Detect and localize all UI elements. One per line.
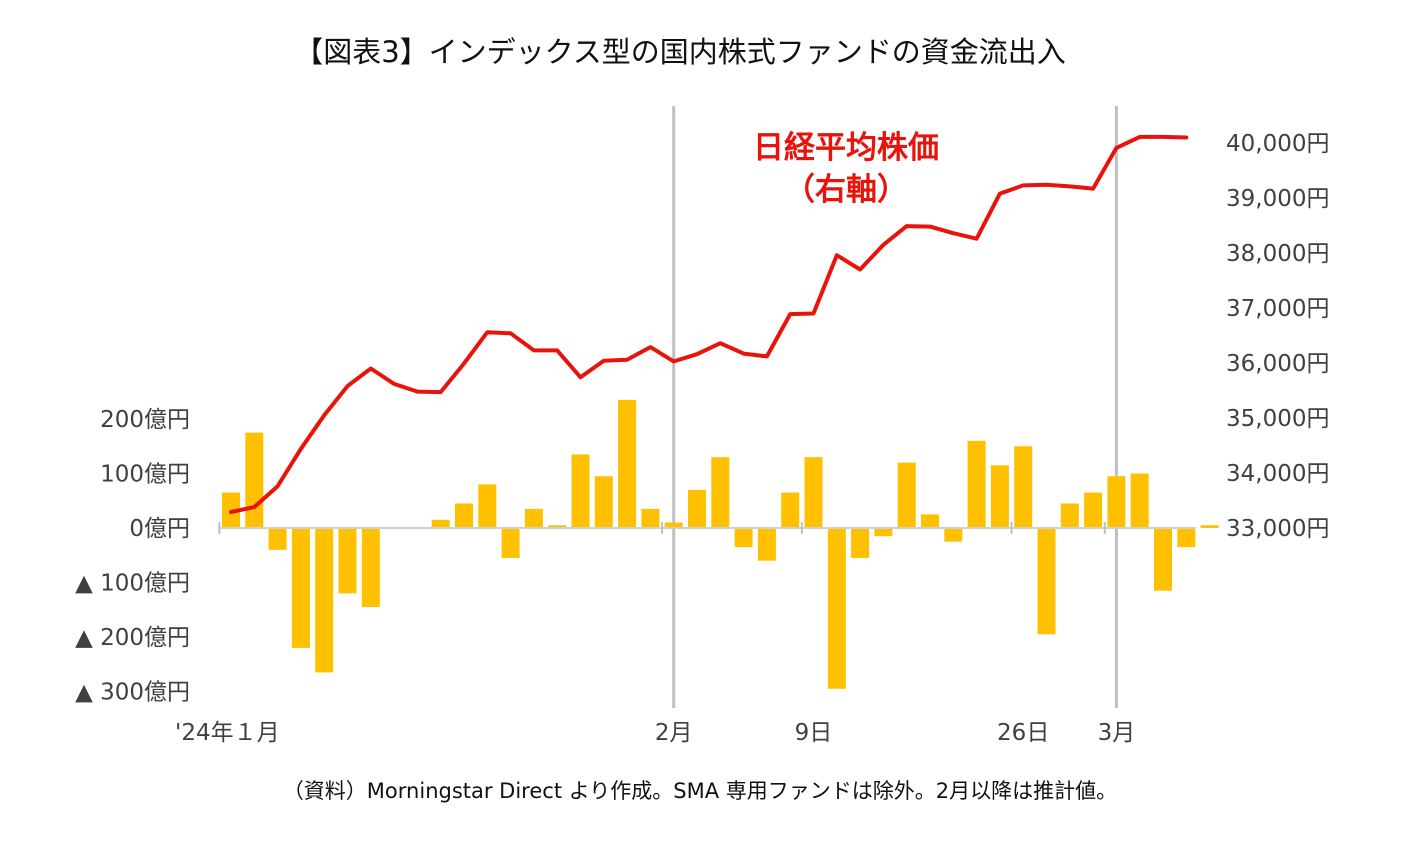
bar-39 — [1130, 473, 1149, 528]
x-axis-ticks — [218, 522, 1106, 534]
left-axis-label-5: ▲ 200億円 — [75, 625, 190, 651]
source-note: （資料）Morningstar Direct より作成。SMA 専用ファンドは除… — [283, 779, 1117, 803]
bar-25 — [804, 457, 823, 528]
right-axis-labels: 40,000円 39,000円 38,000円 37,000円 36,000円 35,00… — [1226, 131, 1329, 542]
bar-17 — [618, 399, 637, 528]
bar-14 — [548, 525, 567, 528]
right-axis-label-3: 38,000円 — [1226, 241, 1329, 267]
bar-2 — [268, 528, 287, 550]
bar-13 — [524, 508, 543, 528]
left-axis-label-6: ▲ 300億円 — [75, 680, 190, 706]
bar-10 — [455, 503, 473, 528]
left-axis-label-3: 0億円 — [129, 516, 190, 542]
bar-22 — [734, 528, 753, 548]
x-axis-label-5: 3月 — [1098, 720, 1136, 746]
bar-36 — [1060, 503, 1079, 528]
bar-29 — [897, 462, 916, 528]
right-axis-label-8: 33,000円 — [1226, 516, 1329, 542]
right-axis-label-2: 39,000円 — [1226, 186, 1329, 212]
bar-16 — [594, 476, 613, 528]
x-axis-label-3: 9日 — [795, 720, 833, 746]
bar-21 — [711, 457, 730, 528]
vertical-marker-lines — [672, 106, 1118, 708]
right-axis-label-6: 35,000円 — [1226, 406, 1329, 432]
bar-3 — [291, 528, 310, 648]
x-axis-label-4: 26日 — [997, 720, 1049, 746]
right-axis-label-1: 40,000円 — [1226, 131, 1329, 157]
nikkei-annotation-line1: 日経平均株価 — [753, 130, 939, 166]
bar-30 — [921, 514, 939, 528]
bar-28 — [874, 528, 893, 537]
bar-38 — [1107, 476, 1126, 528]
bar-40 — [1154, 528, 1172, 591]
nikkei-annotation-line2: （右軸） — [784, 172, 908, 208]
right-axis-label-7: 34,000円 — [1226, 461, 1329, 487]
right-axis-label-5: 36,000円 — [1226, 351, 1329, 377]
bar-31 — [944, 528, 963, 542]
bar-37 — [1084, 492, 1103, 528]
bar-23 — [757, 528, 776, 561]
bar-20 — [688, 489, 706, 528]
x-axis-label-1: '24年１月 — [175, 720, 280, 746]
bar-42 — [1200, 525, 1219, 528]
bar-35 — [1037, 528, 1056, 635]
bar-1 — [245, 432, 264, 528]
left-axis-label-4: ▲ 100億円 — [75, 571, 190, 597]
bar-4 — [315, 528, 334, 673]
bar-27 — [851, 528, 870, 558]
bar-9 — [431, 519, 450, 528]
bar-26 — [827, 528, 846, 689]
bar-12 — [501, 528, 520, 558]
bar-series — [222, 399, 1219, 689]
x-axis-label-2: 2月 — [655, 720, 693, 746]
bar-18 — [641, 508, 660, 528]
bar-41 — [1177, 528, 1196, 548]
right-axis-label-4: 37,000円 — [1226, 296, 1329, 322]
bar-15 — [571, 454, 590, 528]
x-axis-labels: '24年１月 2月 9日 26日 3月 — [175, 720, 1135, 746]
bar-33 — [990, 465, 1009, 528]
nikkei-line — [229, 134, 1189, 514]
bar-19 — [664, 522, 683, 528]
bar-34 — [1014, 446, 1033, 528]
bar-11 — [478, 484, 497, 528]
left-axis-label-2: 100億円 — [100, 462, 190, 488]
left-axis-label-1: 200億円 — [100, 407, 190, 433]
chart-title: 【図表3】インデックス型の国内株式ファンドの資金流出入 — [294, 35, 1066, 69]
left-axis-labels: 200億円 100億円 0億円 ▲ 100億円 ▲ 200億円 ▲ 300億円 — [75, 407, 190, 706]
bar-32 — [967, 440, 986, 528]
bar-5 — [338, 528, 357, 594]
bar-6 — [361, 528, 380, 608]
bar-24 — [781, 492, 800, 528]
